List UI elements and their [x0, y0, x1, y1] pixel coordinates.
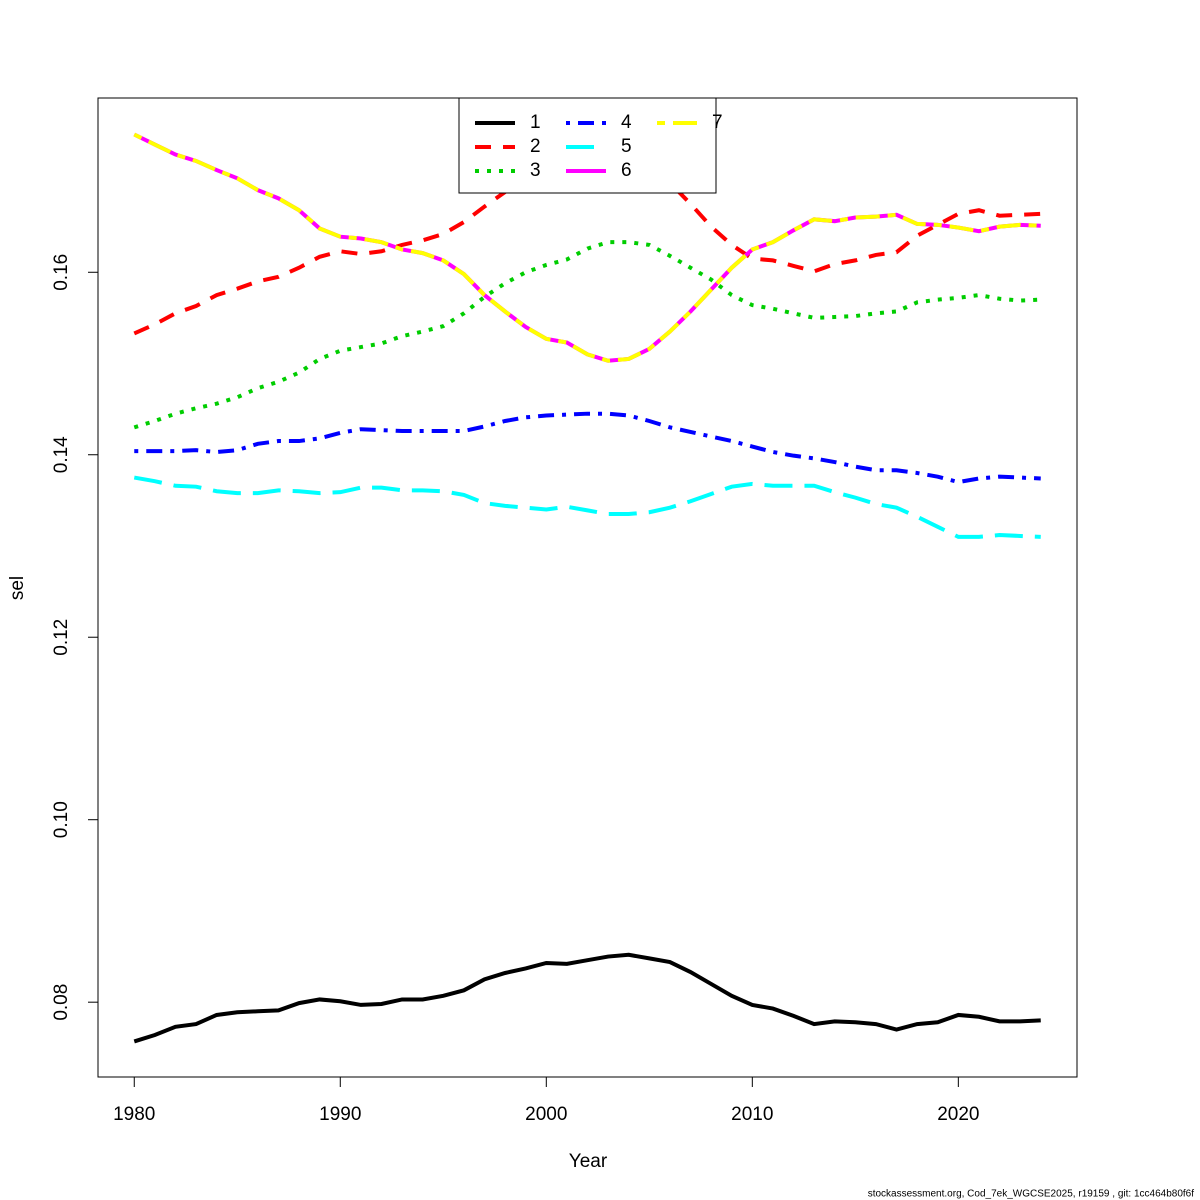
x-tick-label: 2000 — [525, 1104, 567, 1125]
series-line — [134, 411, 1041, 485]
x-tick-label: 2010 — [731, 1104, 773, 1125]
series-line — [133, 475, 1041, 539]
y-tick-label: 0.08 — [51, 984, 72, 1021]
legend-label: 6 — [621, 160, 632, 181]
y-tick-label: 0.14 — [51, 436, 72, 473]
legend-label: 7 — [712, 112, 723, 133]
x-tick-label: 1980 — [113, 1104, 155, 1125]
footnote: stockassessment.org, Cod_7ek_WGCSE2025, … — [868, 1189, 1195, 1200]
x-tick-label: 1990 — [319, 1104, 361, 1125]
legend-label: 1 — [530, 112, 541, 133]
y-tick-label: 0.10 — [51, 801, 72, 838]
legend: 1 2 3 4 5 6 7 — [458, 97, 723, 194]
y-axis-label: sel — [7, 576, 28, 600]
series-line — [133, 240, 1041, 430]
legend-label: 2 — [530, 136, 541, 157]
y-tick-label: 0.16 — [51, 254, 72, 291]
y-tick-label: 0.12 — [51, 619, 72, 656]
x-tick-label: 2020 — [937, 1104, 979, 1125]
x-axis-label: Year — [569, 1151, 608, 1172]
series-line — [133, 132, 1041, 363]
series-line — [133, 952, 1041, 1044]
plot-lines — [133, 132, 1041, 1044]
legend-label: 4 — [621, 112, 632, 133]
legend-label: 5 — [621, 136, 632, 157]
plot-frame — [97, 97, 1078, 1078]
legend-label: 3 — [530, 160, 541, 181]
